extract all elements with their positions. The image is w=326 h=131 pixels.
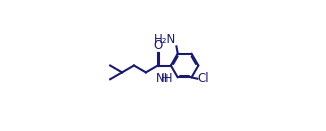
Text: NH: NH xyxy=(156,72,173,85)
Text: Cl: Cl xyxy=(198,72,209,85)
Text: H₂N: H₂N xyxy=(154,33,176,46)
Text: O: O xyxy=(153,39,162,52)
Text: H: H xyxy=(161,74,168,84)
